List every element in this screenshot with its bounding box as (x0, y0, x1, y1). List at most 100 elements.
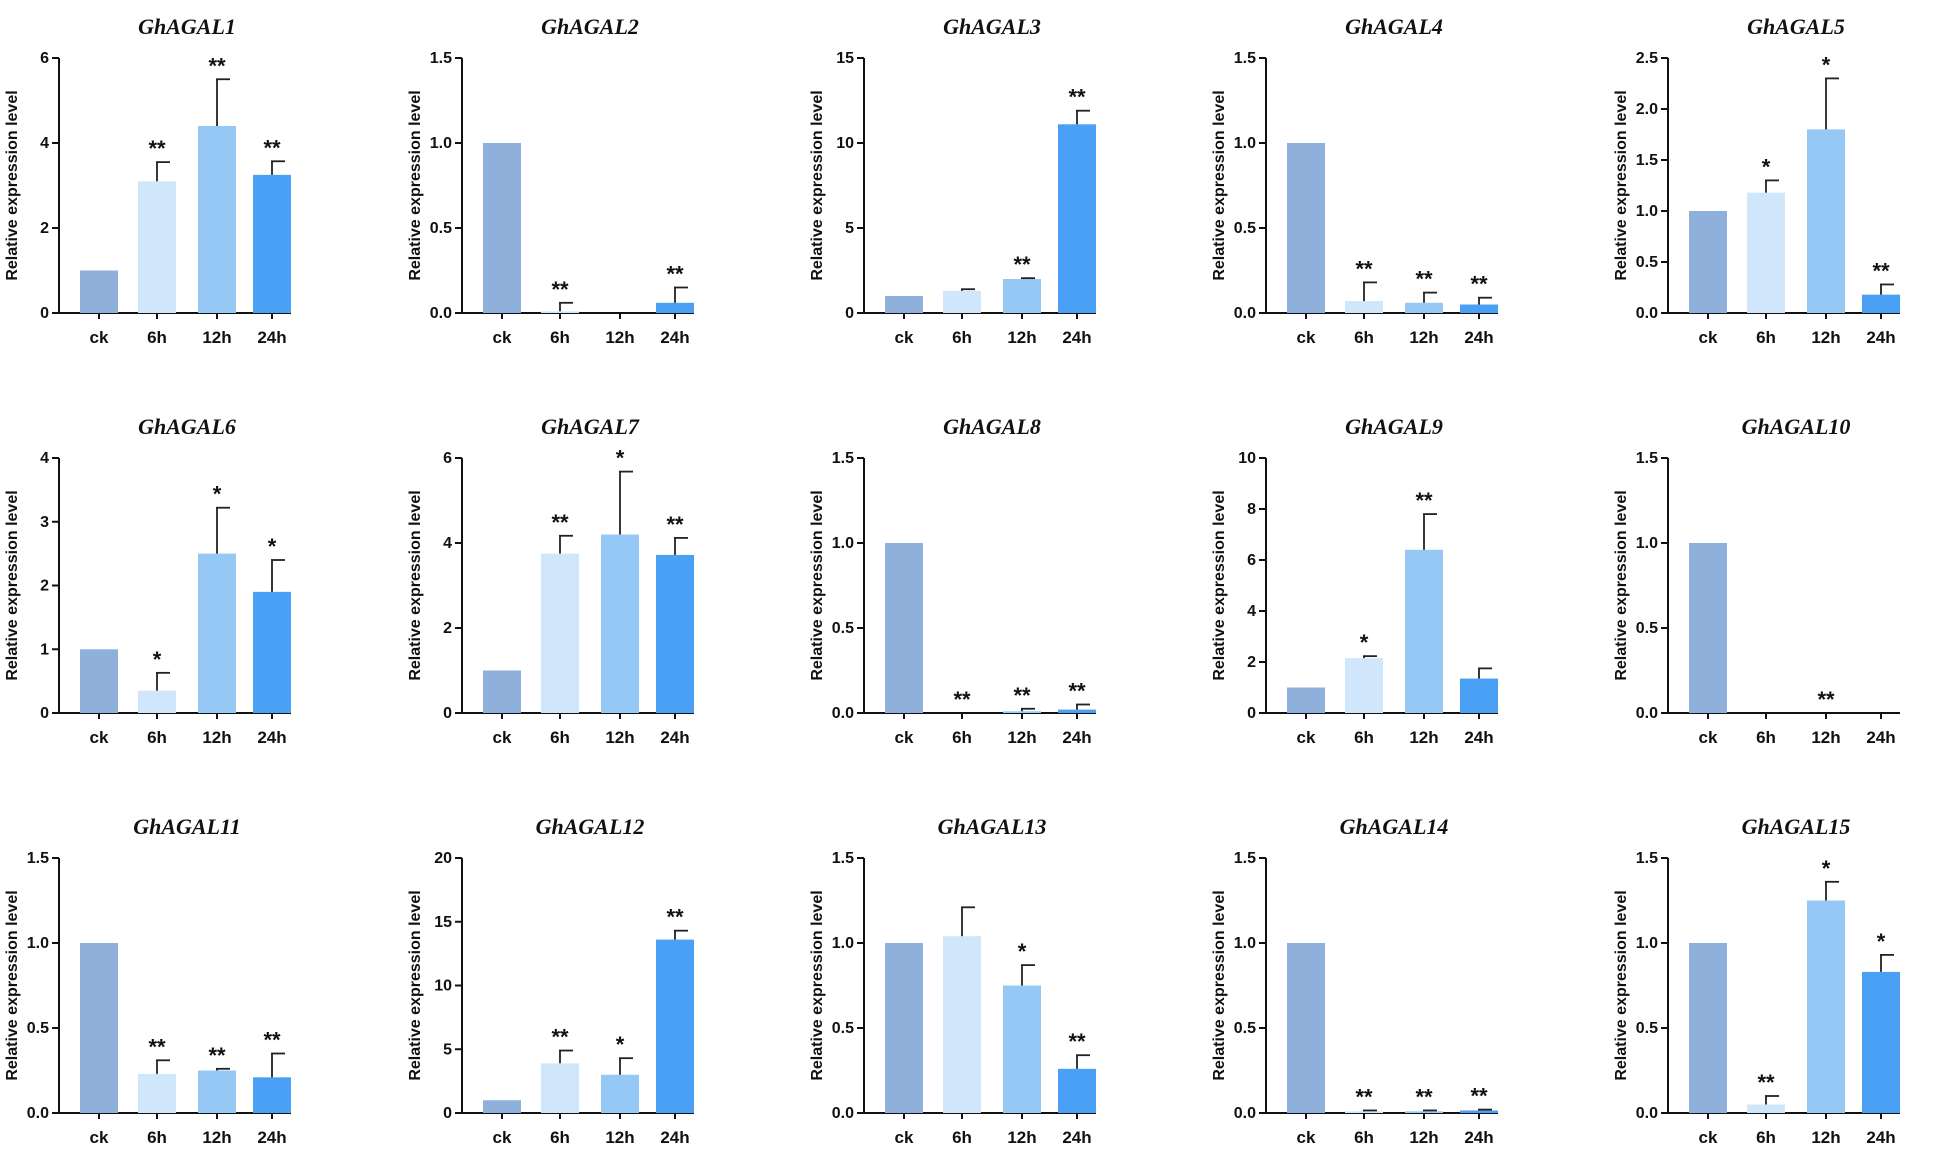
x-tick-label: 24h (660, 728, 689, 747)
chart-title: GhAGAL6 (138, 414, 236, 439)
x-tick-label: 24h (1464, 328, 1493, 347)
y-tick-label: 5 (845, 220, 854, 237)
bar-12h (198, 1070, 236, 1113)
x-tick-label: 6h (1354, 728, 1374, 747)
significance-mark: * (268, 534, 277, 559)
y-tick-label: 0.5 (1234, 1020, 1256, 1037)
significance-mark: ** (1355, 1084, 1373, 1109)
bar-6h (1345, 1111, 1383, 1113)
x-tick-label: 6h (952, 728, 972, 747)
bar-12h (601, 1074, 639, 1113)
y-tick-label: 3 (40, 514, 49, 531)
y-tick-label: 15 (836, 50, 854, 67)
x-tick-label: 24h (257, 328, 286, 347)
significance-mark: ** (263, 135, 281, 160)
bar-ck (80, 270, 118, 313)
bar-24h (253, 591, 291, 713)
y-axis-label: Relative expression level (4, 490, 21, 680)
bar-12h (1807, 129, 1845, 313)
chart-panel-3: GhAGAL3 Relative expression level 0 5 10 15 ck… (809, 14, 1096, 347)
y-tick-label: 1.0 (1234, 135, 1256, 152)
bar-12h (1405, 302, 1443, 313)
x-tick-label: 24h (257, 1128, 286, 1147)
significance-mark: * (616, 446, 625, 471)
chart-title: GhAGAL15 (1742, 814, 1851, 839)
x-tick-label: 6h (1354, 1128, 1374, 1147)
x-tick-label: 12h (1409, 728, 1438, 747)
chart-panel-1: GhAGAL1 Relative expression level 0 2 4 6 ck **… (4, 14, 291, 347)
chart-title: GhAGAL1 (138, 14, 236, 39)
bar-24h (1058, 124, 1096, 313)
y-tick-label: 8 (1247, 501, 1256, 518)
y-axis-label: Relative expression level (1613, 890, 1630, 1080)
y-tick-label: 0.0 (27, 1105, 49, 1122)
bar-12h (601, 534, 639, 713)
y-tick-label: 1 (40, 641, 49, 658)
y-tick-label: 0.5 (27, 1020, 49, 1037)
chart-title: GhAGAL10 (1742, 414, 1851, 439)
y-axis-label: Relative expression level (407, 890, 424, 1080)
y-axis-label: Relative expression level (809, 490, 826, 680)
y-tick-label: 0.5 (1234, 220, 1256, 237)
chart-panel-5: GhAGAL5 Relative expression level 0.0 0.5 1.… (1613, 14, 1900, 347)
y-tick-label: 5 (443, 1041, 452, 1058)
x-tick-label: 12h (202, 1128, 231, 1147)
y-tick-label: 0.5 (1636, 254, 1658, 271)
y-tick-label: 0 (40, 305, 49, 322)
significance-mark: ** (1013, 683, 1031, 708)
y-tick-label: 2.5 (1636, 50, 1658, 67)
bar-6h (943, 936, 981, 1113)
y-tick-label: 10 (434, 978, 452, 995)
significance-mark: ** (1817, 687, 1835, 712)
chart-title: GhAGAL11 (133, 814, 241, 839)
bar-6h (1345, 658, 1383, 713)
bar-24h (1460, 1110, 1498, 1113)
y-tick-label: 4 (1247, 603, 1256, 620)
y-tick-label: 0.5 (430, 220, 452, 237)
bar-12h (1807, 900, 1845, 1113)
x-tick-label: 24h (1464, 728, 1493, 747)
y-tick-label: 0 (443, 1105, 452, 1122)
y-tick-label: 20 (434, 850, 452, 867)
bar-24h (1058, 1068, 1096, 1113)
y-axis-label: Relative expression level (4, 890, 21, 1080)
y-tick-label: 1.5 (832, 450, 854, 467)
y-tick-label: 2 (40, 578, 49, 595)
y-axis-label: Relative expression level (809, 890, 826, 1080)
x-tick-label: 24h (1062, 328, 1091, 347)
bar-ck (483, 1100, 521, 1113)
significance-mark: ** (551, 510, 569, 535)
x-tick-label: 6h (550, 728, 570, 747)
x-tick-label: 12h (1007, 328, 1036, 347)
chart-panel-12: GhAGAL12 Relative expression level 0 5 10 15 2… (407, 814, 694, 1147)
significance-mark: ** (1013, 252, 1031, 277)
x-tick-label: 24h (1866, 1128, 1895, 1147)
y-tick-label: 0.5 (832, 620, 854, 637)
y-tick-label: 2.0 (1636, 101, 1658, 118)
x-tick-label: 6h (1354, 328, 1374, 347)
y-tick-label: 4 (40, 450, 49, 467)
bar-24h (1862, 971, 1900, 1113)
bar-ck (80, 943, 118, 1113)
y-tick-label: 0 (443, 705, 452, 722)
chart-title: GhAGAL3 (943, 14, 1041, 39)
x-tick-label: 6h (550, 1128, 570, 1147)
x-tick-label: 24h (1866, 328, 1895, 347)
bar-ck (1689, 211, 1727, 313)
x-tick-label: 24h (1464, 1128, 1493, 1147)
y-axis-label: Relative expression level (1211, 890, 1228, 1080)
significance-mark: * (1822, 856, 1831, 881)
y-tick-label: 1.5 (1636, 450, 1658, 467)
y-tick-label: 10 (1238, 450, 1256, 467)
x-tick-label: 24h (1062, 1128, 1091, 1147)
x-tick-label: ck (895, 728, 914, 747)
chart-title: GhAGAL7 (541, 414, 640, 439)
bar-24h (1460, 304, 1498, 313)
y-tick-label: 4 (443, 535, 452, 552)
y-tick-label: 4 (40, 135, 49, 152)
bar-6h (138, 1073, 176, 1113)
bar-24h (1058, 709, 1096, 713)
chart-panel-9: GhAGAL9 Relative expression level 0 2 4 6 8 10 c… (1211, 414, 1498, 747)
